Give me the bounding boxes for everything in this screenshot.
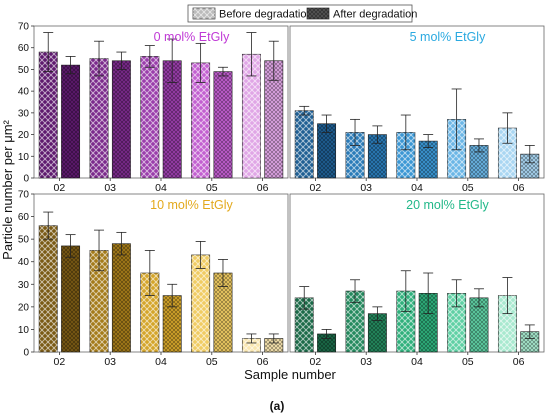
x-tick-label-06: 06 [257, 182, 269, 194]
bar-hatch-before-05 [191, 254, 210, 352]
bar-hatch-before-04 [140, 56, 159, 178]
bar-hatch-after-05 [213, 273, 233, 352]
bar-hatch-after-04 [419, 141, 438, 178]
y-tick-label: 20 [18, 130, 30, 141]
bar-hatch-before-06 [242, 54, 261, 178]
y-tick-label: 40 [18, 257, 30, 268]
bar-hatch-after-03 [368, 313, 387, 352]
x-tick-label-04: 04 [411, 182, 423, 194]
bar-hatch-after-05 [469, 145, 489, 178]
x-tick-label-02: 02 [310, 182, 322, 194]
bar-hatch-before-06 [242, 338, 261, 352]
x-axis-label: Sample number [244, 367, 336, 382]
x-tick-label-05: 05 [206, 356, 218, 368]
panel-title: 10 mol% EtGly [150, 198, 233, 212]
bar-hatch-after-06 [264, 338, 283, 352]
figure-caption: (a) [270, 399, 285, 413]
y-tick-label: 30 [18, 280, 30, 291]
x-tick-label-06: 06 [513, 356, 525, 368]
bar-hatch-before-05 [447, 293, 466, 352]
bar-hatch-before-05 [191, 62, 210, 178]
x-tick-label-03: 03 [104, 182, 116, 194]
bar-hatch-after-04 [163, 60, 182, 178]
y-tick-label: 60 [18, 212, 30, 223]
panel-3: 02 03 04 05 06 20 mol% EtGly [289, 193, 545, 368]
x-tick-label-02: 02 [54, 356, 66, 368]
bar-hatch-after-02 [61, 245, 80, 352]
bar-hatch-after-03 [112, 60, 131, 178]
panel-1: 02 03 04 05 06 5 mol% EtGly [289, 25, 545, 194]
x-tick-label-03: 03 [360, 182, 372, 194]
x-tick-label-06: 06 [513, 182, 525, 194]
bar-hatch-before-06 [498, 128, 517, 178]
x-tick-label-03: 03 [360, 356, 372, 368]
panel-title: 5 mol% EtGly [410, 30, 486, 44]
y-tick-label: 60 [18, 43, 30, 54]
x-tick-label-02: 02 [310, 356, 322, 368]
x-tick-label-04: 04 [155, 356, 167, 368]
bar-hatch-before-04 [396, 291, 415, 352]
legend: Before degradation After degradation [187, 4, 417, 23]
bar-hatch-after-04 [163, 295, 182, 352]
bar-hatch-after-02 [61, 65, 80, 178]
bar-hatch-after-06 [264, 60, 283, 178]
bar-hatch-before-04 [396, 132, 415, 178]
panel-title: 0 mol% EtGly [154, 30, 230, 44]
panel-0: 0 10 20 30 40 50 60 70 02 03 04 05 06 0 mol% EtGly [18, 22, 289, 194]
y-tick-label: 70 [18, 22, 30, 33]
bar-hatch-before-02 [39, 225, 58, 352]
bar-hatch-after-03 [112, 243, 131, 352]
bar-hatch-after-06 [520, 331, 539, 352]
y-tick-label: 10 [18, 152, 30, 163]
legend-swatch-after-hatch [307, 8, 329, 19]
x-tick-label-06: 06 [257, 356, 269, 368]
bar-hatch-after-06 [520, 154, 539, 178]
bar-hatch-before-04 [140, 273, 159, 352]
bar-hatch-after-05 [213, 71, 233, 178]
panel-title: 20 mol% EtGly [406, 198, 489, 212]
y-axis-label: Particle number per μm² [0, 119, 15, 259]
bar-hatch-before-03 [345, 132, 365, 178]
x-tick-label-02: 02 [54, 182, 66, 194]
y-tick-label: 30 [18, 108, 30, 119]
y-tick-label: 70 [18, 190, 30, 201]
bar-hatch-before-03 [89, 58, 109, 179]
y-tick-label: 50 [18, 235, 30, 246]
y-tick-label: 0 [23, 348, 29, 359]
legend-frame [187, 4, 413, 23]
bar-hatch-after-05 [469, 297, 489, 352]
bar-hatch-before-02 [295, 110, 314, 178]
legend-label-after: After degradation [333, 9, 417, 21]
x-tick-label-05: 05 [206, 182, 218, 194]
bar-hatch-before-03 [345, 291, 365, 352]
x-tick-label-05: 05 [462, 182, 474, 194]
y-tick-label: 10 [18, 325, 30, 336]
bar-hatch-before-02 [295, 297, 314, 352]
y-tick-label: 50 [18, 65, 30, 76]
y-tick-label: 0 [23, 174, 29, 185]
bar-hatch-before-03 [89, 250, 109, 352]
x-tick-label-05: 05 [462, 356, 474, 368]
bar-hatch-before-02 [39, 52, 58, 178]
bar-hatch-after-04 [419, 293, 438, 352]
x-tick-label-03: 03 [104, 356, 116, 368]
y-tick-label: 40 [18, 87, 30, 98]
legend-swatch-before-hatch [193, 8, 215, 19]
bar-hatch-after-03 [368, 134, 387, 178]
x-tick-label-04: 04 [411, 356, 423, 368]
y-tick-label: 20 [18, 302, 30, 313]
panel-2: 0 10 20 30 40 50 60 70 02 03 04 05 06 10 mol% EtGly [18, 190, 289, 368]
bar-hatch-after-02 [317, 123, 336, 178]
bar-hatch-before-06 [498, 295, 517, 352]
legend-label-before: Before degradation [219, 9, 313, 21]
x-tick-label-04: 04 [155, 182, 167, 194]
